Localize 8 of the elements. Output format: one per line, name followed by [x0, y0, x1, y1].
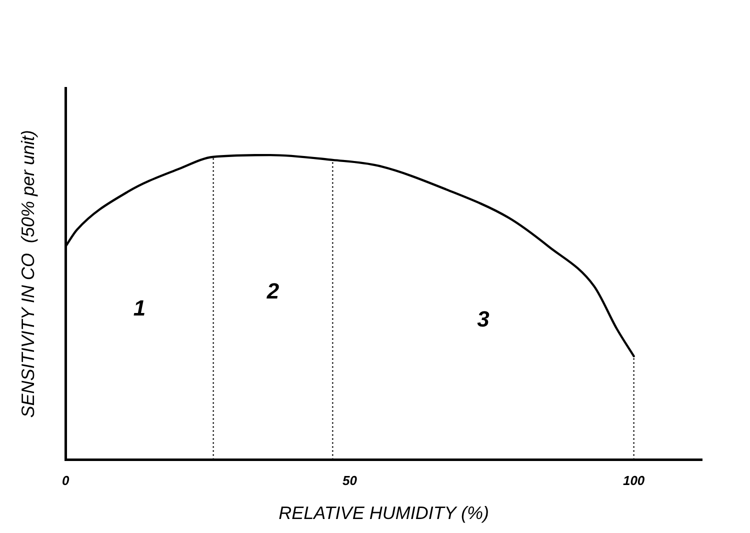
annotation: 2 [266, 278, 280, 304]
x-tick-label: 0 [62, 473, 70, 488]
x-tick-label: 100 [622, 473, 646, 488]
annotation: 1 [133, 296, 146, 321]
annotation: 3 [477, 306, 490, 332]
x-axis-title: RELATIVE HUMIDITY (%) [278, 503, 489, 524]
x-tick-label: 50 [342, 473, 358, 488]
y-axis-title: SENSITIVITY IN CO (50% per unit) [18, 130, 38, 418]
